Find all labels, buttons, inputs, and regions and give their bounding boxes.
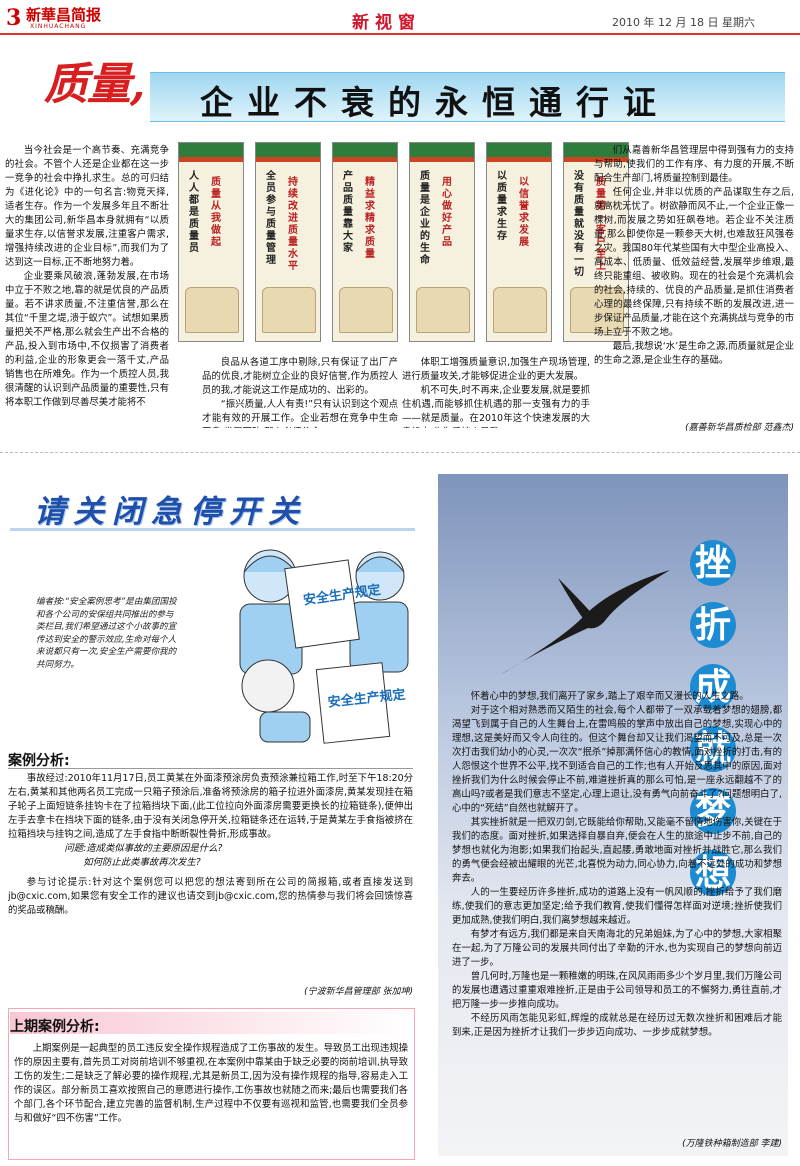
poster-figure xyxy=(262,287,316,333)
essay-title-char: 挫 xyxy=(690,540,736,586)
poster-figure xyxy=(493,287,547,333)
paragraph: 体职工增强质量意识,加强生产现场管理,进行质量攻关,才能够促进企业的更大发展。 xyxy=(402,357,590,382)
essay-title-char: 折 xyxy=(690,602,736,648)
paragraph: 不经历风雨怎能见彩虹,辉煌的成就总是在经历过无数次挫折和困难后才能到来,正是因为… xyxy=(452,1013,782,1038)
poster: 人人都是质量员 质量从我做起 xyxy=(178,142,244,342)
article1-col1: 当今社会是一个高节奏、充满竞争的社会。不管个人还是企业都在这一步一竞争的社会中挣… xyxy=(5,144,169,429)
paper-pinyin: XINHUACHANG xyxy=(30,23,87,30)
poster-figure xyxy=(416,287,470,333)
poster-slogan: 没有质量就没有一切 xyxy=(574,171,584,278)
case-heading-rule xyxy=(8,768,413,769)
essay-title-char: 梦 xyxy=(690,788,736,834)
paragraph: 事故经过:2010年11月17日,员工黄某在外面漆预涂房负责预涂兼拉箱工作,时至… xyxy=(8,773,413,840)
poster-slogan: 以信誉求发展 xyxy=(519,177,529,248)
poster-slogan: 质量从我做起 xyxy=(211,177,221,248)
issue-date: 2010 年 12 月 18 日 星期六 xyxy=(612,16,755,29)
poster-figure xyxy=(339,287,393,333)
poster: 质量是企业的生命 用心做好产品 xyxy=(409,142,475,342)
paragraph: 对于这个相对熟悉而又陌生的社会,每个人都带了一双承载着梦想的翅膀,都渴望飞到属于… xyxy=(452,705,782,814)
headline-black: 企业不衰的永恒通行证 xyxy=(200,83,670,122)
paragraph: 有梦才有远方,我们都是来自天南海北的兄弟姐妹,为了心中的梦想,大家相聚在一起,为… xyxy=(452,929,782,968)
case-byline: (宁波新华昌管理部 张加坤) xyxy=(304,987,413,997)
paragraph: 们从嘉善新华昌管理层中得到强有力的支持与帮助,使我们的工作有序、有力度的开展,不… xyxy=(594,145,794,184)
essay-title-char: 就 xyxy=(690,726,736,772)
poster-slogan: 全员参与质量管理 xyxy=(266,171,276,266)
safety-illustration: 安全生产规定 安全生产规定 xyxy=(239,549,409,744)
page-number: 3 xyxy=(6,5,22,31)
article1-col3: 体职工增强质量意识,加强生产现场管理,进行质量攻关,才能够促进企业的更大发展。 … xyxy=(402,356,590,428)
essay-body: 怀着心中的梦想,我们离开了家乡,踏上了艰辛而又漫长的人生之路。 对于这个相对熟悉… xyxy=(452,690,782,1130)
headline-band xyxy=(150,72,785,122)
essay-title-char: 成 xyxy=(690,664,736,710)
safety-title: 请关闭急停开关 xyxy=(34,494,307,530)
paragraph: 企业要乘风破浪,蓬勃发展,在市场中立于不败之地,靠的就是优良的产品质量。若不讲求… xyxy=(5,271,169,408)
safety-title-underline xyxy=(10,528,415,531)
prev-case-header-band xyxy=(10,1012,410,1034)
poster-figure xyxy=(185,287,239,333)
poster-slogan: 人人都是质量员 xyxy=(189,171,199,254)
poster: 没有质量就没有一切 质量第一客户至上 xyxy=(563,142,629,342)
poster-figure xyxy=(570,287,624,333)
poster-slogan: 用心做好产品 xyxy=(442,177,452,248)
prev-case-heading: 上期案例分析: xyxy=(10,1019,100,1035)
paragraph: 任何企业,并非以优质的产品谋取生存之后,就高枕无忧了。树欲静而风不止,一个企业正… xyxy=(594,187,794,338)
paragraph: 当今社会是一个高节奏、充满竞争的社会。不管个人还是企业都在这一步一竞争的社会中挣… xyxy=(5,145,169,268)
case-heading: 案例分析: xyxy=(8,753,70,769)
paragraph: 如何防止此类事故再次发生? xyxy=(83,857,201,868)
paragraph: 良品从各道工序中剔除,只有保证了出厂产品的优良,才能树立企业的良好信誉,作为质控… xyxy=(202,357,398,396)
paragraph: 人的一生要经历许多挫折,成功的道路上没有一帆风顺的,挫折给予了我们磨练,使我们的… xyxy=(452,887,782,926)
paper-name: 新華昌简报 xyxy=(26,6,102,24)
article1-byline: (嘉善新华昌质检部 范鑫杰) xyxy=(685,423,794,433)
article1-col2: 良品从各道工序中剔除,只有保证了出厂产品的优良,才能树立企业的良好信誉,作为质控… xyxy=(202,356,398,428)
poster-slogan: 质量是企业的生命 xyxy=(420,171,430,266)
poster-slogan: 产品质量靠大家 xyxy=(343,171,353,254)
article1-col4: 们从嘉善新华昌管理层中得到强有力的支持与帮助,使我们的工作有序、有力度的开展,不… xyxy=(594,144,794,419)
case-body: 事故经过:2010年11月17日,员工黄某在外面漆预涂房负责预涂兼拉箱工作,时至… xyxy=(8,772,413,982)
paragraph: 曾几何时,万隆也是一颗稚嫩的明珠,在风风雨雨多少个岁月里,我们万隆公司的发展也遭… xyxy=(452,971,782,1010)
headline-red: 质量, xyxy=(44,59,145,110)
section-divider xyxy=(0,452,800,453)
poster-slogan: 质量第一客户至上 xyxy=(596,177,606,272)
paragraph: 机不可失,时不再来,企业要发展,就是要抓住机遇,而能够抓住机遇的那一支强有力的手… xyxy=(402,385,590,428)
essay-byline: (万隆铁种箱制造部 李建) xyxy=(682,1139,782,1149)
poster-slogan: 精益求精求质量 xyxy=(365,177,375,260)
poster: 产品质量靠大家 精益求精求质量 xyxy=(332,142,398,342)
paragraph: 其实挫折就是一把双刃剑,它既能给你帮助,又能毫不留情地伤害你,关键在于我们的态度… xyxy=(452,817,782,884)
essay-title: 挫 折 成 就 梦 想 xyxy=(690,540,750,912)
paragraph: “振兴质量,人人有责!”只有认识到这个观点才能有效的开展工作。企业若想在竞争中生… xyxy=(202,399,398,428)
poster-slogan: 持续改进质量水平 xyxy=(288,177,298,272)
essay-title-char: 想 xyxy=(690,850,736,896)
paragraph: 参与讨论提示:针对这个案例您可以把您的想法寄到所在公司的简报箱,或者直接发送到j… xyxy=(8,877,413,916)
paragraph: 上期案例是一起典型的员工违反安全操作规程造成了工伤事故的发生。导致员工出现违规操… xyxy=(14,1043,408,1124)
paragraph: 最后,我想说‘水’是生命之源,而质量就是企业的生命之源,是企业生存的基础。 xyxy=(594,341,794,366)
header-rule xyxy=(0,33,800,35)
bird-icon xyxy=(500,570,670,675)
poster-slogan: 以质量求生存 xyxy=(497,171,507,242)
prev-case-body: 上期案例是一起典型的员工违反安全操作规程造成了工伤事故的发生。导致员工出现违规操… xyxy=(14,1042,408,1154)
editor-note: 编者按:“安全案例思考”是由集团国投和各个公司的安保组共同推出的参与类栏目,我们… xyxy=(36,597,177,670)
poster-strip: 人人都是质量员 质量从我做起 全员参与质量管理 持续改进质量水平 产品质量靠大家… xyxy=(178,142,629,342)
poster: 全员参与质量管理 持续改进质量水平 xyxy=(255,142,321,342)
poster: 以质量求生存 以信誉求发展 xyxy=(486,142,552,342)
section-title: 新视窗 xyxy=(352,13,421,33)
paragraph: 怀着心中的梦想,我们离开了家乡,踏上了艰辛而又漫长的人生之路。 xyxy=(470,691,749,702)
paragraph: 问题:造成类似事故的主要原因是什么? xyxy=(64,843,223,854)
